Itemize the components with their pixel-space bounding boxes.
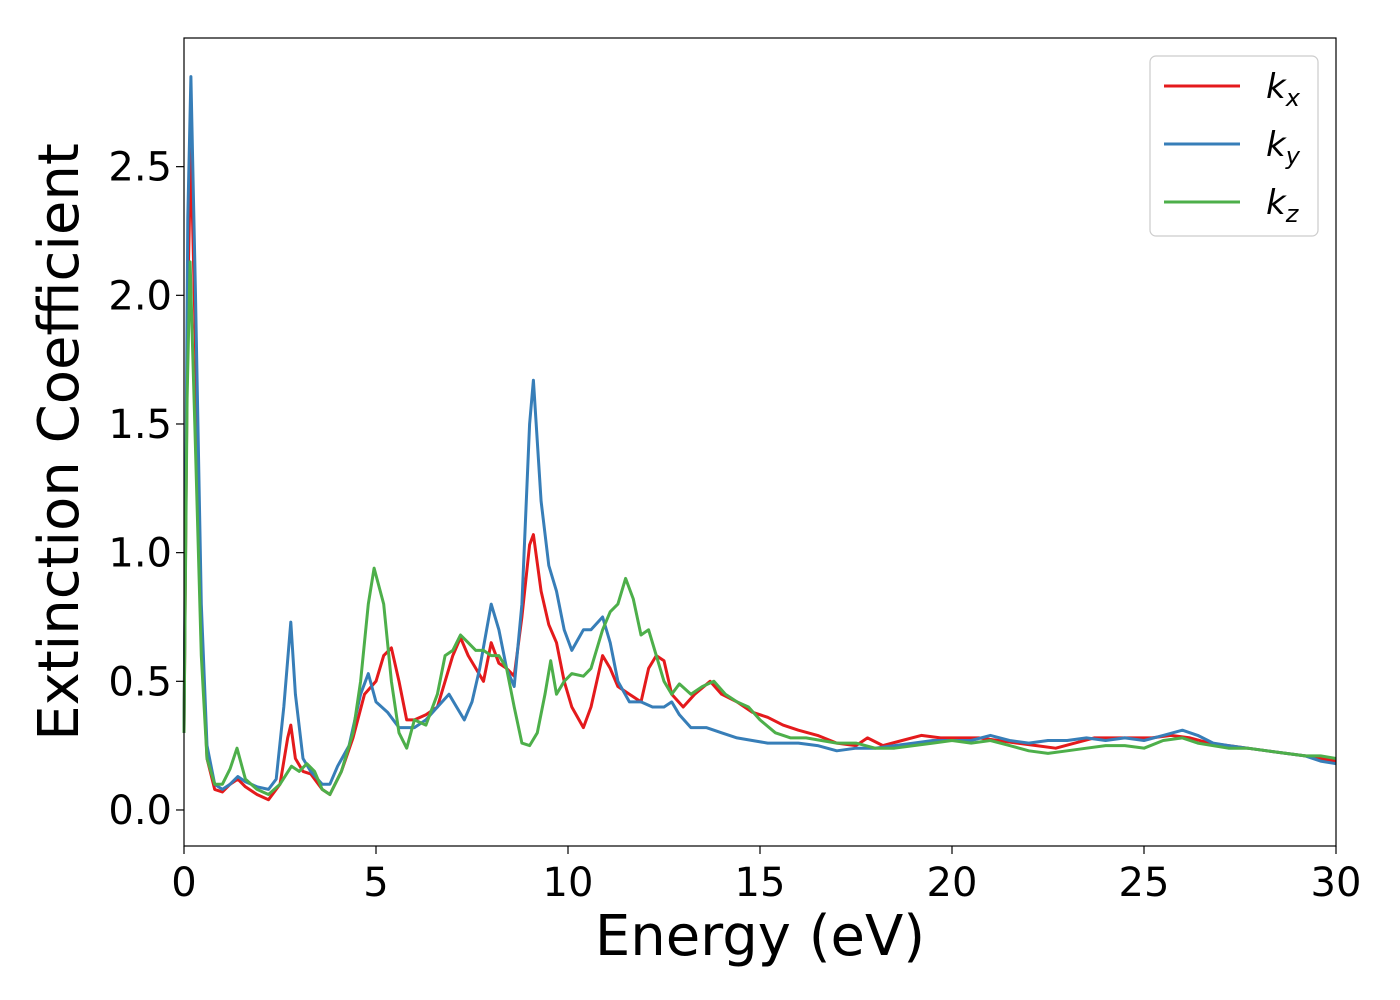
x-tick-label: 10: [543, 860, 594, 906]
series-line-ky: [182, 75, 1337, 791]
legend-label-kx: kx: [1266, 67, 1301, 112]
x-tick-label: 15: [735, 860, 786, 906]
series-line-kx: [182, 147, 1337, 802]
y-tick-label: 0.0: [108, 788, 172, 834]
legend: kx ky kz: [1149, 55, 1319, 237]
x-tick-label: 30: [1311, 860, 1362, 906]
y-tick-label: 1.0: [108, 531, 172, 577]
y-tick-label: 1.5: [108, 402, 172, 448]
x-axis-label: Energy (eV): [595, 904, 925, 969]
x-axis-ticks: 0 5 10 15 20 25 30: [171, 846, 1361, 906]
y-axis-ticks: 0.0 0.5 1.0 1.5 2.0 2.5: [108, 145, 184, 834]
series-line-kz: [182, 260, 1337, 796]
y-tick-label: 2.5: [108, 145, 172, 191]
legend-label-kz: kz: [1266, 183, 1300, 228]
x-tick-label: 25: [1119, 860, 1170, 906]
y-tick-label: 0.5: [108, 659, 172, 705]
x-tick-label: 0: [171, 860, 196, 906]
legend-label-ky: ky: [1266, 125, 1301, 170]
legend-box: [1149, 55, 1319, 237]
x-tick-label: 5: [363, 860, 388, 906]
series-layer: [182, 75, 1337, 802]
x-tick-label: 20: [927, 860, 978, 906]
y-axis-label: Extinction Coefficient: [27, 143, 92, 741]
y-tick-label: 2.0: [108, 273, 172, 319]
plot-background: [184, 38, 1336, 846]
